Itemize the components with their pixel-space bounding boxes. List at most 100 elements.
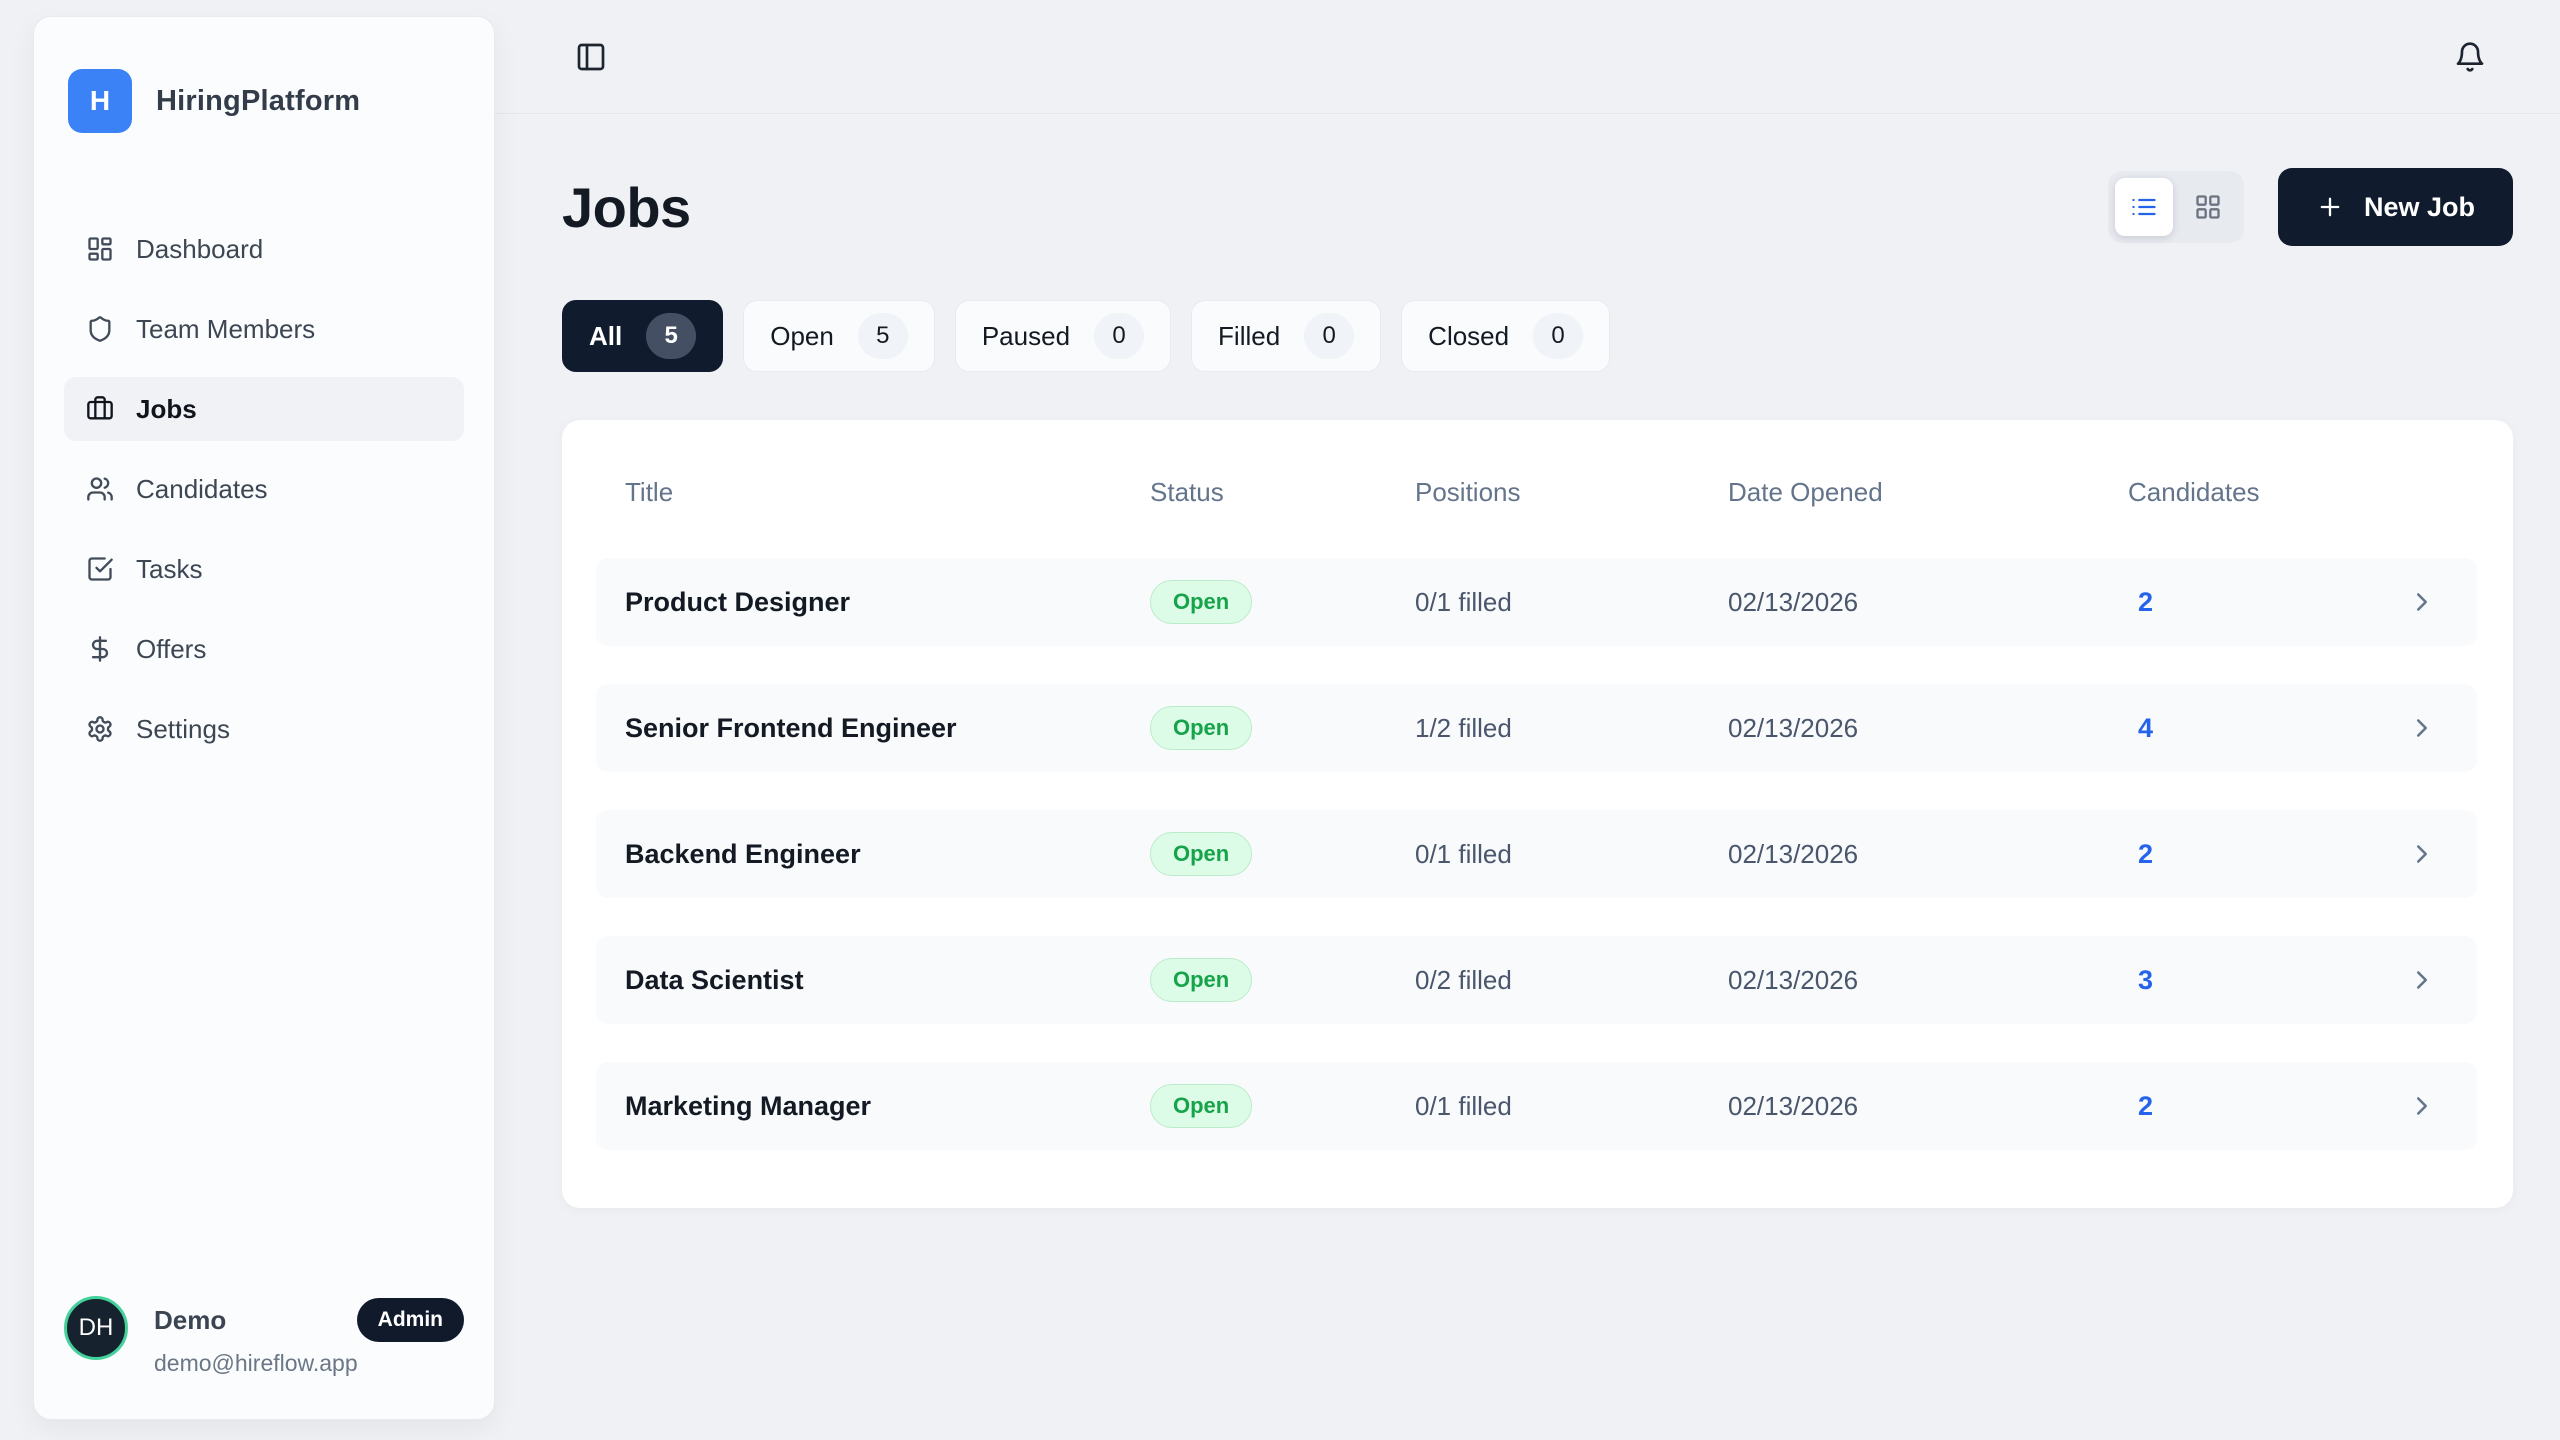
candidates-count[interactable]: 2 (2138, 838, 2154, 869)
sidebar-item-settings[interactable]: Settings (64, 697, 464, 761)
candidates-count[interactable]: 2 (2138, 1090, 2154, 1121)
sidebar: H HiringPlatform Dashboard Team Members … (33, 16, 495, 1420)
filter-label: Open (770, 320, 834, 351)
table-row[interactable]: Marketing Manager Open 0/1 filled 02/13/… (596, 1062, 2477, 1150)
sidebar-item-label: Dashboard (136, 233, 264, 264)
sidebar-item-label: Team Members (136, 313, 316, 344)
date-opened-cell: 02/13/2026 (1728, 1090, 1859, 1121)
status-badge: Open (1150, 958, 1253, 1002)
list-view-button[interactable] (2114, 178, 2173, 236)
table-row[interactable]: Data Scientist Open 0/2 filled 02/13/202… (596, 936, 2477, 1024)
app-logo-letter: H (89, 85, 111, 116)
sidebar-item-label: Settings (136, 713, 230, 744)
topbar (495, 0, 2560, 114)
status-filters: All 5 Open 5 Paused 0 Filled 0 Closed 0 (562, 300, 2513, 372)
status-badge: Open (1150, 706, 1253, 750)
sidebar-item-offers[interactable]: Offers (64, 617, 464, 681)
dollar-sign-icon (86, 635, 114, 663)
sidebar-item-label: Jobs (136, 393, 197, 424)
settings-icon (86, 715, 114, 743)
avatar[interactable]: DH (64, 1296, 128, 1360)
positions-cell: 0/2 filled (1415, 964, 1512, 995)
positions-cell: 0/1 filled (1415, 838, 1512, 869)
candidates-count[interactable]: 3 (2138, 964, 2154, 995)
main-area: Jobs New Job All 5 Open 5 (495, 0, 2560, 1440)
table-header-row: Title Status Positions Date Opened Candidate… (596, 460, 2477, 524)
app-logo-icon: H (68, 69, 132, 133)
filter-closed[interactable]: Closed 0 (1401, 300, 1611, 372)
candidates-count[interactable]: 4 (2138, 712, 2154, 743)
column-header-title: Title (625, 476, 674, 507)
column-header-status: Status (1150, 476, 1224, 507)
column-header-candidates: Candidates (2128, 476, 2260, 507)
sidebar-item-tasks[interactable]: Tasks (64, 537, 464, 601)
sidebar-nav: Dashboard Team Members Jobs Candidates T… (64, 217, 464, 761)
job-title: Backend Engineer (625, 838, 861, 869)
sidebar-item-label: Candidates (136, 473, 268, 504)
chevron-right-icon (2407, 713, 2437, 743)
grid-icon (2194, 193, 2222, 221)
positions-cell: 1/2 filled (1415, 712, 1512, 743)
date-opened-cell: 02/13/2026 (1728, 586, 1859, 617)
positions-cell: 0/1 filled (1415, 586, 1512, 617)
sidebar-item-label: Tasks (136, 553, 203, 584)
user-info: Demo Admin demo@hireflow.app (154, 1296, 464, 1377)
chevron-right-icon (2407, 1091, 2437, 1121)
filter-label: Closed (1428, 320, 1510, 351)
date-opened-cell: 02/13/2026 (1728, 712, 1859, 743)
chevron-right-icon (2407, 587, 2437, 617)
positions-cell: 0/1 filled (1415, 1090, 1512, 1121)
notifications-button[interactable] (2454, 41, 2486, 73)
grid-view-button[interactable] (2179, 178, 2237, 236)
filter-label: Filled (1218, 320, 1281, 351)
filter-all[interactable]: All 5 (562, 300, 724, 372)
sidebar-item-candidates[interactable]: Candidates (64, 457, 464, 521)
new-job-label: New Job (2363, 191, 2475, 222)
filter-count-badge: 0 (1094, 313, 1145, 359)
table-row[interactable]: Product Designer Open 0/1 filled 02/13/2… (596, 558, 2477, 646)
list-icon (2130, 193, 2158, 221)
column-header-positions: Positions (1415, 476, 1521, 507)
page-header: Jobs New Job (562, 168, 2513, 246)
filter-paused[interactable]: Paused 0 (954, 300, 1172, 372)
filter-filled[interactable]: Filled 0 (1191, 300, 1382, 372)
new-job-button[interactable]: New Job (2277, 168, 2513, 246)
job-title: Product Designer (625, 586, 851, 617)
filter-count-badge: 0 (1533, 313, 1584, 359)
filter-label: All (589, 320, 623, 351)
sidebar-item-dashboard[interactable]: Dashboard (64, 217, 464, 281)
plus-icon (2316, 193, 2344, 221)
view-toggle (2107, 171, 2244, 243)
filter-count-badge: 0 (1304, 313, 1355, 359)
sidebar-item-team-members[interactable]: Team Members (64, 297, 464, 361)
header-actions: New Job (2107, 168, 2513, 246)
date-opened-cell: 02/13/2026 (1728, 838, 1859, 869)
filter-count-badge: 5 (646, 313, 697, 359)
users-icon (86, 475, 114, 503)
bell-icon (2454, 41, 2486, 73)
avatar-initials: DH (78, 1314, 114, 1341)
table-body: Product Designer Open 0/1 filled 02/13/2… (596, 558, 2477, 1150)
user-name: Demo (154, 1304, 227, 1335)
status-badge: Open (1150, 832, 1253, 876)
filter-open[interactable]: Open 5 (743, 300, 935, 372)
check-square-icon (86, 555, 114, 583)
user-footer: DH Demo Admin demo@hireflow.app (64, 1296, 464, 1377)
date-opened-cell: 02/13/2026 (1728, 964, 1859, 995)
filter-label: Paused (981, 320, 1071, 351)
table-row[interactable]: Backend Engineer Open 0/1 filled 02/13/2… (596, 810, 2477, 898)
user-email: demo@hireflow.app (154, 1350, 358, 1376)
status-badge: Open (1150, 1084, 1253, 1128)
panel-left-icon (575, 41, 607, 73)
jobs-table: Title Status Positions Date Opened Candidate… (562, 420, 2513, 1208)
job-title: Data Scientist (625, 964, 804, 995)
layout-dashboard-icon (86, 235, 114, 263)
sidebar-item-jobs[interactable]: Jobs (64, 377, 464, 441)
filter-count-badge: 5 (857, 313, 908, 359)
job-title: Marketing Manager (625, 1090, 872, 1121)
page-title: Jobs (562, 175, 691, 239)
table-row[interactable]: Senior Frontend Engineer Open 1/2 filled… (596, 684, 2477, 772)
chevron-right-icon (2407, 965, 2437, 995)
candidates-count[interactable]: 2 (2138, 586, 2154, 617)
sidebar-toggle-button[interactable] (575, 41, 607, 73)
